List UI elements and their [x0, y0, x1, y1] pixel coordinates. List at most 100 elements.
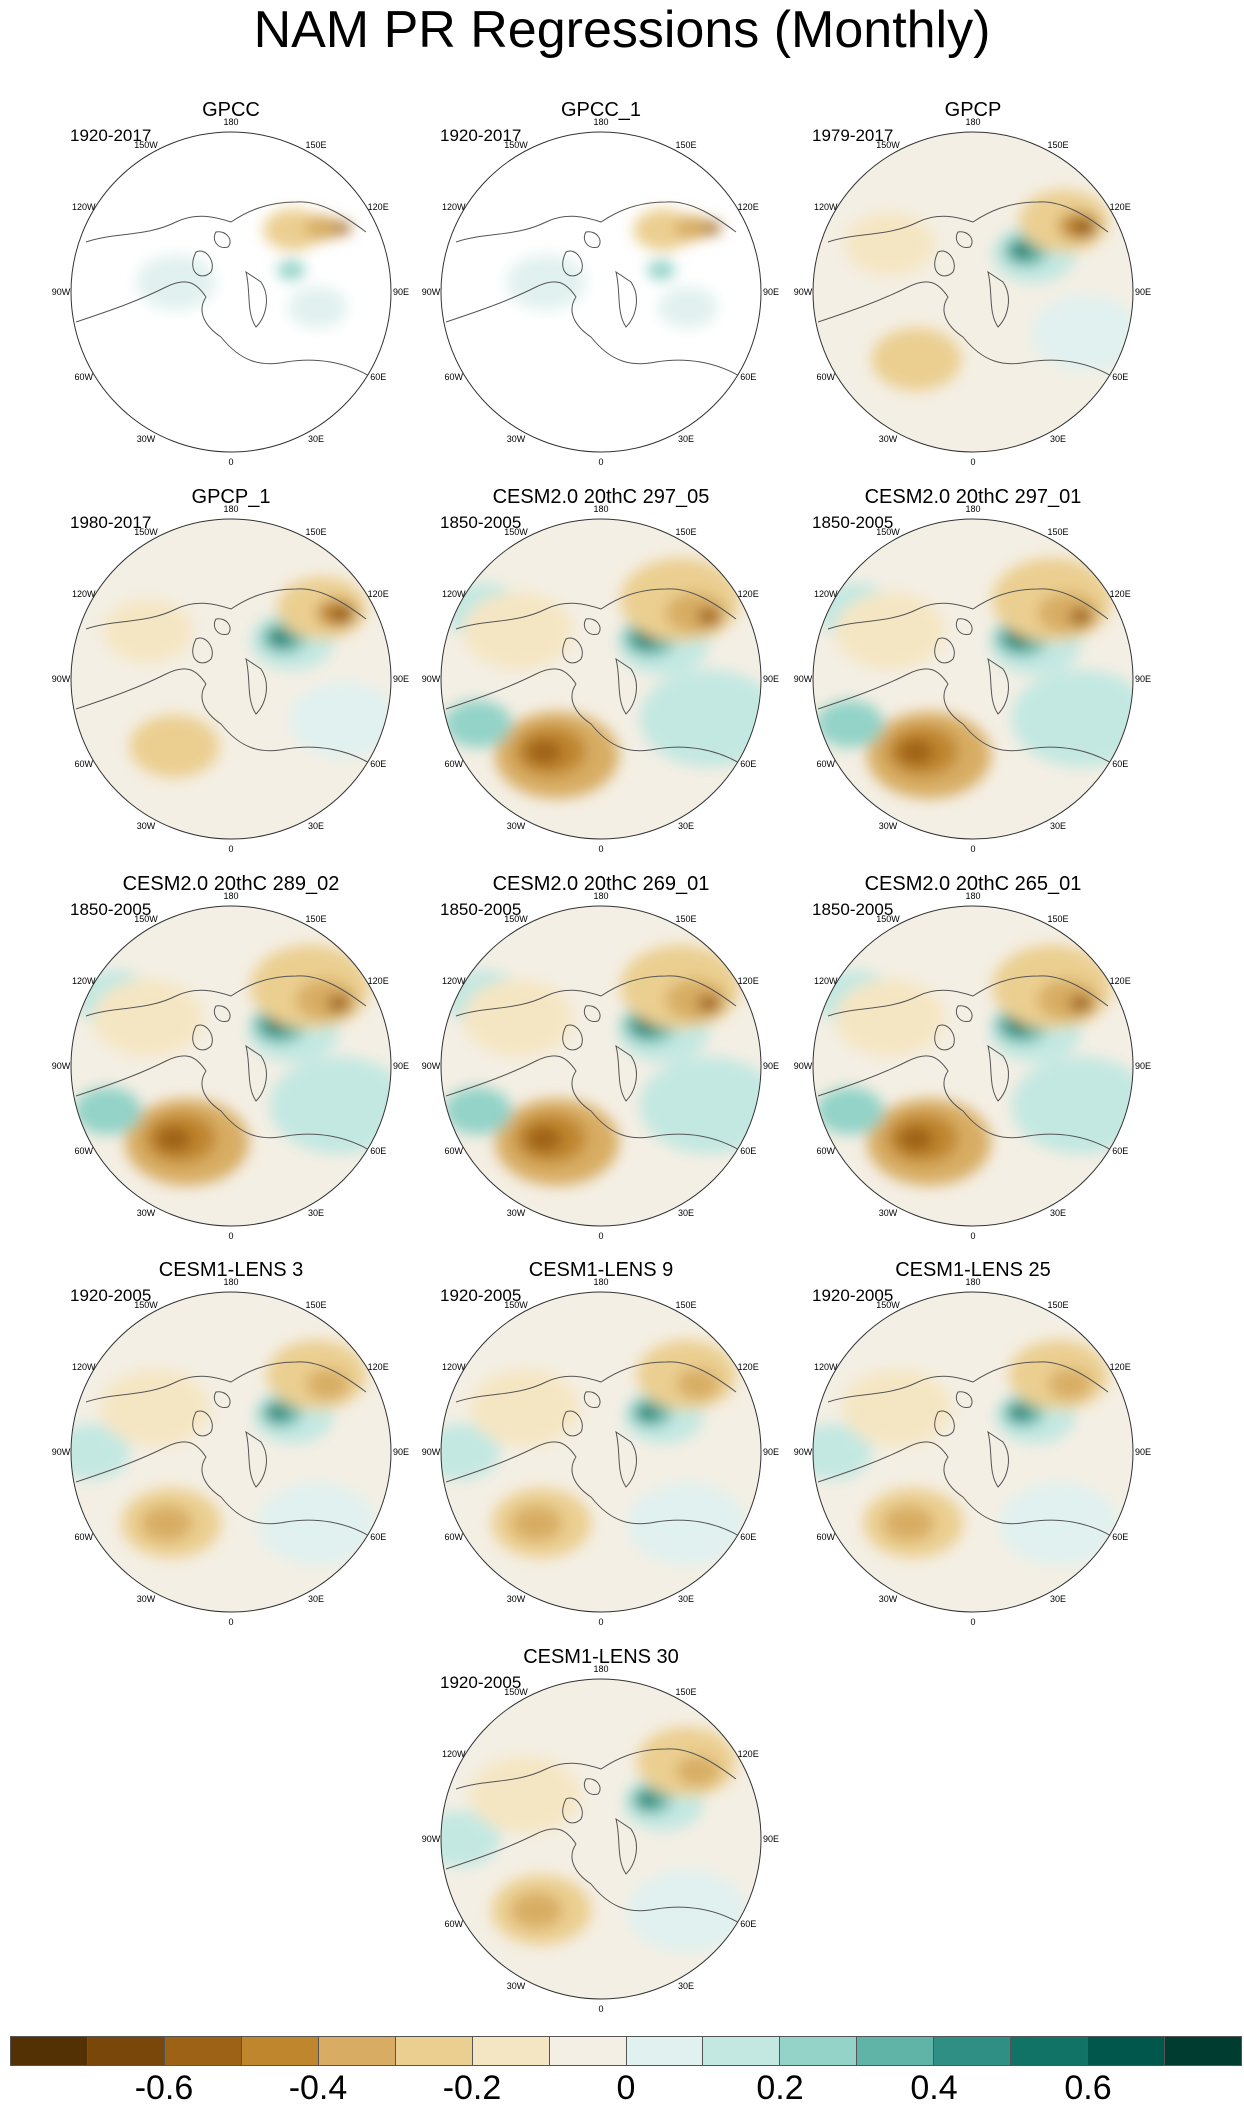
panel-cesm2-0-20thc-269-01: CESM2.0 20thC 269_01 1850-2005 180 150E 120E… [416, 872, 786, 1241]
anomaly-blob [102, 599, 193, 663]
panel-cesm2-0-20thc-297-05: CESM2.0 20thC 297_05 1850-2005 180 150E 120E… [416, 485, 786, 854]
precip-field [71, 519, 391, 839]
coastlines [817, 588, 1114, 765]
anomaly-blob [441, 1811, 501, 1867]
island-coastlines [562, 1005, 601, 1051]
lon-label-0: 0 [970, 1617, 975, 1627]
scandinavia-coastline [245, 1430, 267, 1488]
anomaly-blob [871, 327, 962, 391]
lon-label-150e: 150E [675, 1687, 696, 1697]
colorbar-tick-label: 0.4 [910, 2069, 958, 2107]
anomaly-blobs [441, 1726, 747, 1953]
polar-map-gpcc-1: 180 150E 120E 90E 60E 30E 0 30W 60W 90W 120W 150W [422, 117, 779, 467]
lon-label-30w: 30W [507, 821, 526, 831]
island-coastlines [192, 1005, 231, 1051]
panel-cesm2-0-20thc-297-01: CESM2.0 20thC 297_01 1850-2005 180 150E 120E… [788, 485, 1158, 854]
lon-label-30w: 30W [879, 1208, 898, 1218]
coastlines [445, 201, 742, 378]
anomaly-blob [1074, 221, 1093, 235]
lon-label-120w: 120W [814, 976, 838, 986]
panel-title: CESM2.0 20thC 297_01 [864, 486, 1082, 508]
lon-label-60w: 60W [817, 1146, 836, 1156]
lon-label-60e: 60E [1112, 1146, 1128, 1156]
lon-label-90e: 90E [763, 287, 779, 297]
lon-label-60e: 60E [740, 1532, 756, 1542]
panel-period: 1850-2005 [440, 900, 522, 919]
island-coastlines [562, 1778, 601, 1824]
panel-title: GPCP [944, 99, 1002, 121]
panel-title: CESM1-LENS 30 [523, 1646, 679, 1668]
lon-label-150w: 150W [876, 140, 900, 150]
lon-label-120e: 120E [368, 589, 389, 599]
panel-gpcc: GPCC 1920-2017 180 150E 120E 90E 60E 30E 0 30W 60W… [46, 98, 416, 467]
lon-label-30e: 30E [1050, 434, 1066, 444]
scandinavia-coastline [987, 657, 1009, 715]
coastline [817, 668, 1114, 765]
panel-period: 1920-2017 [440, 126, 522, 145]
coastline [445, 1055, 742, 1152]
lon-label-90w: 90W [422, 1834, 441, 1844]
anomaly-blob [702, 221, 721, 235]
lon-label-60w: 60W [445, 1919, 464, 1929]
anomaly-blob [1011, 1056, 1133, 1155]
precip-field [441, 906, 761, 1226]
lon-label-30e: 30E [678, 434, 694, 444]
lon-label-90w: 90W [422, 674, 441, 684]
lon-label-150w: 150W [134, 140, 158, 150]
panel-period: 1850-2005 [812, 513, 894, 532]
map-background [441, 132, 761, 452]
lon-label-180: 180 [593, 891, 608, 901]
lon-label-120w: 120W [72, 976, 96, 986]
colorbar-swatch [1011, 2037, 1089, 2065]
panel-title: CESM1-LENS 3 [158, 1259, 304, 1281]
lon-label-180: 180 [223, 891, 238, 901]
map-boundary [440, 1678, 762, 2000]
lon-label-150e: 150E [305, 914, 326, 924]
precip-field [71, 1292, 391, 1612]
colorbar-tick-label: -0.4 [288, 2069, 348, 2107]
panel-gpcp: GPCP 1979-2017 180 150E 120E 90E 60E 30E 0 30W 60W… [788, 98, 1158, 467]
panel-cesm1-lens-3: CESM1-LENS 3 1920-2005 180 150E 120E 90E 60E 30… [46, 1258, 416, 1627]
colorbar-tick-label: 0 [616, 2069, 636, 2107]
anomaly-blob [897, 1126, 934, 1152]
island-coastlines [562, 1391, 601, 1437]
colorbar-swatch [549, 2037, 627, 2065]
map-boundary [440, 131, 762, 453]
anomaly-blob [505, 254, 586, 311]
island-coastlines [562, 618, 601, 664]
lon-label-30e: 30E [678, 1208, 694, 1218]
colorbar-swatch [1088, 2037, 1166, 2065]
anomaly-blob [443, 700, 512, 748]
lon-label-120e: 120E [368, 976, 389, 986]
lon-label-180: 180 [223, 117, 238, 127]
anomaly-blob [327, 995, 352, 1012]
scandinavia-coastline [245, 657, 267, 715]
colorbar-swatch [395, 2037, 473, 2065]
lon-label-60w: 60W [817, 372, 836, 382]
panel-title: CESM1-LENS 9 [528, 1259, 674, 1281]
panel-title: CESM2.0 20thC 265_01 [864, 873, 1082, 895]
lon-label-0: 0 [970, 844, 975, 854]
lon-label-60w: 60W [817, 1532, 836, 1542]
lon-label-60e: 60E [370, 1532, 386, 1542]
lon-label-150w: 150W [504, 914, 528, 924]
anomaly-blob [841, 1369, 952, 1447]
anomaly-blob [71, 1424, 131, 1480]
anomaly-blob [697, 995, 722, 1012]
coastline [827, 588, 1109, 630]
lon-label-90w: 90W [794, 1447, 813, 1457]
anomaly-blob [834, 979, 945, 1057]
anomaly-blob [1069, 995, 1094, 1012]
lon-label-60e: 60E [370, 1146, 386, 1156]
lon-label-120e: 120E [368, 202, 389, 212]
lon-label-60w: 60W [445, 1532, 464, 1542]
anomaly-blob [462, 592, 573, 670]
anomaly-blob [73, 1087, 142, 1135]
polar-map-cesm1-lens-25: 180 150E 120E 90E 60E 30E 0 30W 60W 90W 120W 150W [794, 1277, 1151, 1627]
anomaly-blob [626, 1869, 747, 1953]
colorbar-tick-label: -0.6 [134, 2069, 194, 2107]
lon-label-30w: 30W [879, 434, 898, 444]
coastline [817, 1055, 1114, 1152]
anomaly-blobs [441, 1339, 747, 1566]
lon-label-90e: 90E [393, 1061, 409, 1071]
